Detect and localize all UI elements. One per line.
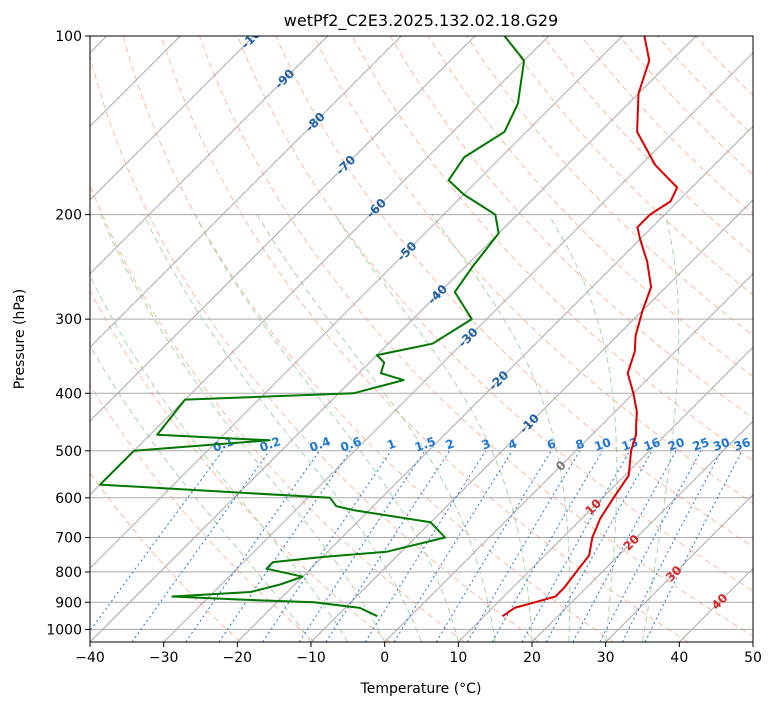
x-tick-label: −30	[149, 650, 179, 666]
sounding-series	[99, 36, 679, 618]
y-tick-label: 600	[55, 491, 82, 507]
mixing-ratio-line	[599, 450, 702, 642]
y-tick-label: 700	[55, 531, 82, 547]
x-tick-label: 10	[449, 650, 467, 666]
isotherm-line	[90, 36, 550, 496]
mixing-ratio-label: 0.6	[338, 434, 363, 454]
dry-adiabat-line	[351, 36, 753, 462]
pressure-gridlines	[90, 36, 753, 630]
x-axis-ticks: −40 −30 −20 −10 0 10 20 30 40 50	[75, 642, 762, 666]
dry-adiabat-line	[313, 36, 753, 504]
mixing-ratio-label: 16	[642, 435, 662, 454]
isotherms	[90, 36, 753, 642]
mixing-ratio-line	[435, 450, 552, 642]
isotherm-line	[90, 36, 697, 642]
x-tick-label: −10	[296, 650, 326, 666]
isotherm-line	[90, 36, 476, 422]
x-tick-label: 20	[523, 650, 541, 666]
temperature-line	[501, 36, 679, 618]
x-axis-label: Temperature (°C)	[360, 681, 482, 697]
isotherm-line	[90, 36, 623, 570]
x-tick-label: 0	[380, 650, 389, 666]
dewpoint-line	[99, 36, 526, 618]
isotherm-line	[90, 36, 402, 349]
moist-adiabat-line	[90, 344, 312, 642]
dry-adiabat-line	[237, 36, 753, 592]
x-tick-label: −20	[223, 650, 253, 666]
dry-adiabat-line	[90, 472, 241, 642]
mixing-ratio-line	[393, 450, 513, 642]
isotherm-line	[236, 125, 753, 642]
dry-adiabat-line	[90, 289, 390, 642]
y-tick-label: 300	[55, 312, 82, 328]
mixing-ratio-line	[131, 450, 271, 642]
mixing-ratio-line	[467, 450, 581, 642]
mixing-ratio-label: 36	[732, 435, 752, 454]
dry-adiabats	[90, 36, 753, 642]
mixing-ratio-line	[325, 450, 451, 642]
moist-adiabat-line	[548, 214, 618, 642]
dry-adiabat-line	[389, 36, 753, 419]
moist-adiabat-line	[90, 274, 349, 642]
x-tick-label: 50	[744, 650, 762, 666]
mixing-ratio-line	[621, 450, 722, 642]
isotherm-line	[752, 641, 753, 642]
plot-area: 0.1 0.2 0.4 0.6 1 1.5 2 3 4 6 8 10 13 16 20 25 30 36-100-…	[90, 36, 753, 642]
y-tick-label: 1000	[46, 622, 82, 638]
y-tick-label: 900	[55, 595, 82, 611]
dry-adiabat-line	[466, 36, 753, 337]
y-tick-label: 200	[55, 208, 82, 224]
moist-adiabat-line	[642, 214, 680, 642]
mixing-ratio-label: 30	[711, 435, 731, 454]
mixing-ratio-line	[90, 450, 224, 632]
moist-adiabat-line	[431, 214, 571, 642]
isotherm-line	[457, 346, 753, 642]
dry-adiabat-line	[90, 184, 465, 642]
isotherm-line	[90, 36, 255, 201]
isotherm-line	[310, 199, 753, 642]
isotherm-line	[90, 36, 329, 275]
isotherm-line	[531, 420, 753, 642]
mixing-ratio-line	[545, 450, 653, 642]
dry-adiabat-line	[90, 54, 540, 642]
mixing-ratio-label: 0.4	[308, 434, 333, 454]
mixing-ratio-line	[521, 450, 631, 642]
mixing-ratio-label: 10	[592, 435, 612, 454]
mixing-ratio-line	[185, 450, 321, 642]
moist-adiabat-line	[194, 214, 459, 642]
x-tick-label: −40	[75, 650, 105, 666]
x-tick-label: 40	[670, 650, 688, 666]
dry-adiabat-line	[275, 36, 753, 548]
moist-adiabat-line	[100, 214, 386, 642]
y-tick-label: 800	[55, 565, 82, 581]
moist-adiabat-line	[334, 214, 533, 642]
y-tick-label: 500	[55, 444, 82, 460]
mixing-ratio-line	[644, 450, 743, 642]
plot-frame	[89, 35, 754, 643]
isotherm-line	[605, 493, 753, 642]
x-tick-label: 30	[597, 650, 615, 666]
dry-adiabat-line	[427, 36, 753, 378]
y-tick-label: 100	[55, 29, 82, 45]
mixing-ratio-label: 20	[666, 435, 686, 454]
y-axis-label: Pressure (hPa)	[12, 289, 28, 389]
dry-adiabat-line	[160, 36, 689, 642]
isotherm-line	[384, 272, 753, 642]
mixing-ratio-line	[298, 450, 426, 642]
mixing-ratio-lines	[90, 450, 743, 642]
mixing-ratio-line	[572, 450, 677, 642]
isotherm-line	[163, 51, 753, 642]
mixing-ratio-line	[491, 450, 603, 642]
dry-adiabat-line	[122, 36, 614, 642]
dry-adiabat-line	[504, 36, 753, 296]
y-tick-label: 400	[55, 386, 82, 402]
mixing-ratio-label: 1.5	[413, 434, 438, 454]
mixing-ratio-label: 25	[691, 435, 711, 454]
chart-title: wetPf2_C2E3.2025.132.02.18.G29	[284, 11, 558, 31]
y-axis-ticks: 100 200 300 400 500 600 700 800 900 1000	[46, 29, 90, 638]
